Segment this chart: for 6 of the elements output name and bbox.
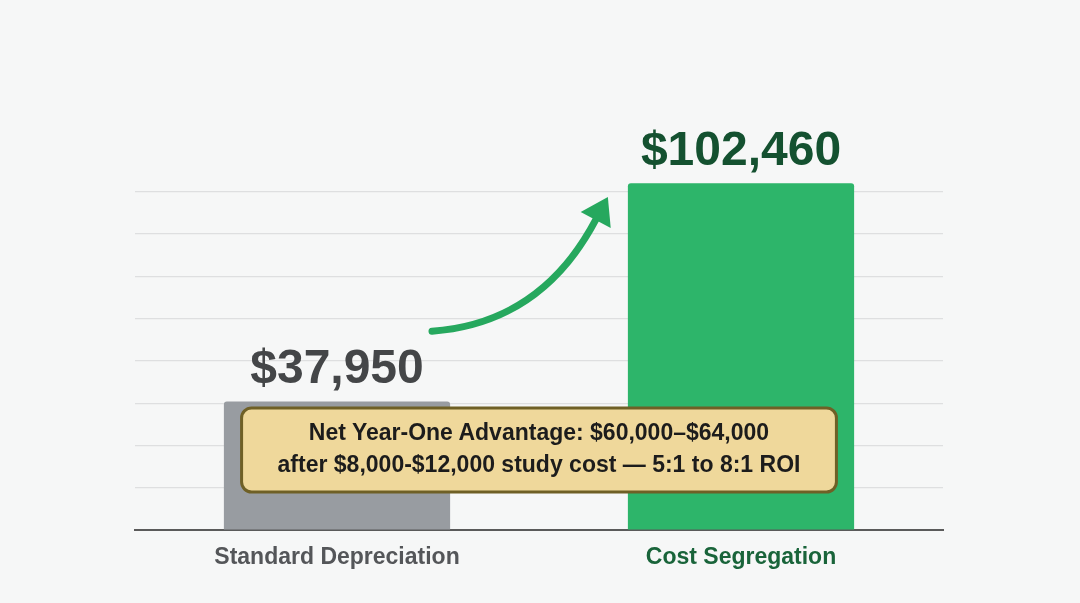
x-tick-label: Cost Segregation xyxy=(645,543,837,570)
data-label: $102,460 xyxy=(640,121,842,175)
annotation: Net Year-One Advantage: $60,000–$64,000 xyxy=(308,419,770,446)
annotation: after $8,000-$12,000 study cost — 5:1 to 8:1 ROI xyxy=(277,451,801,478)
data-label: $37,950 xyxy=(250,339,424,393)
x-tick-label: Standard Depreciation xyxy=(214,543,460,570)
